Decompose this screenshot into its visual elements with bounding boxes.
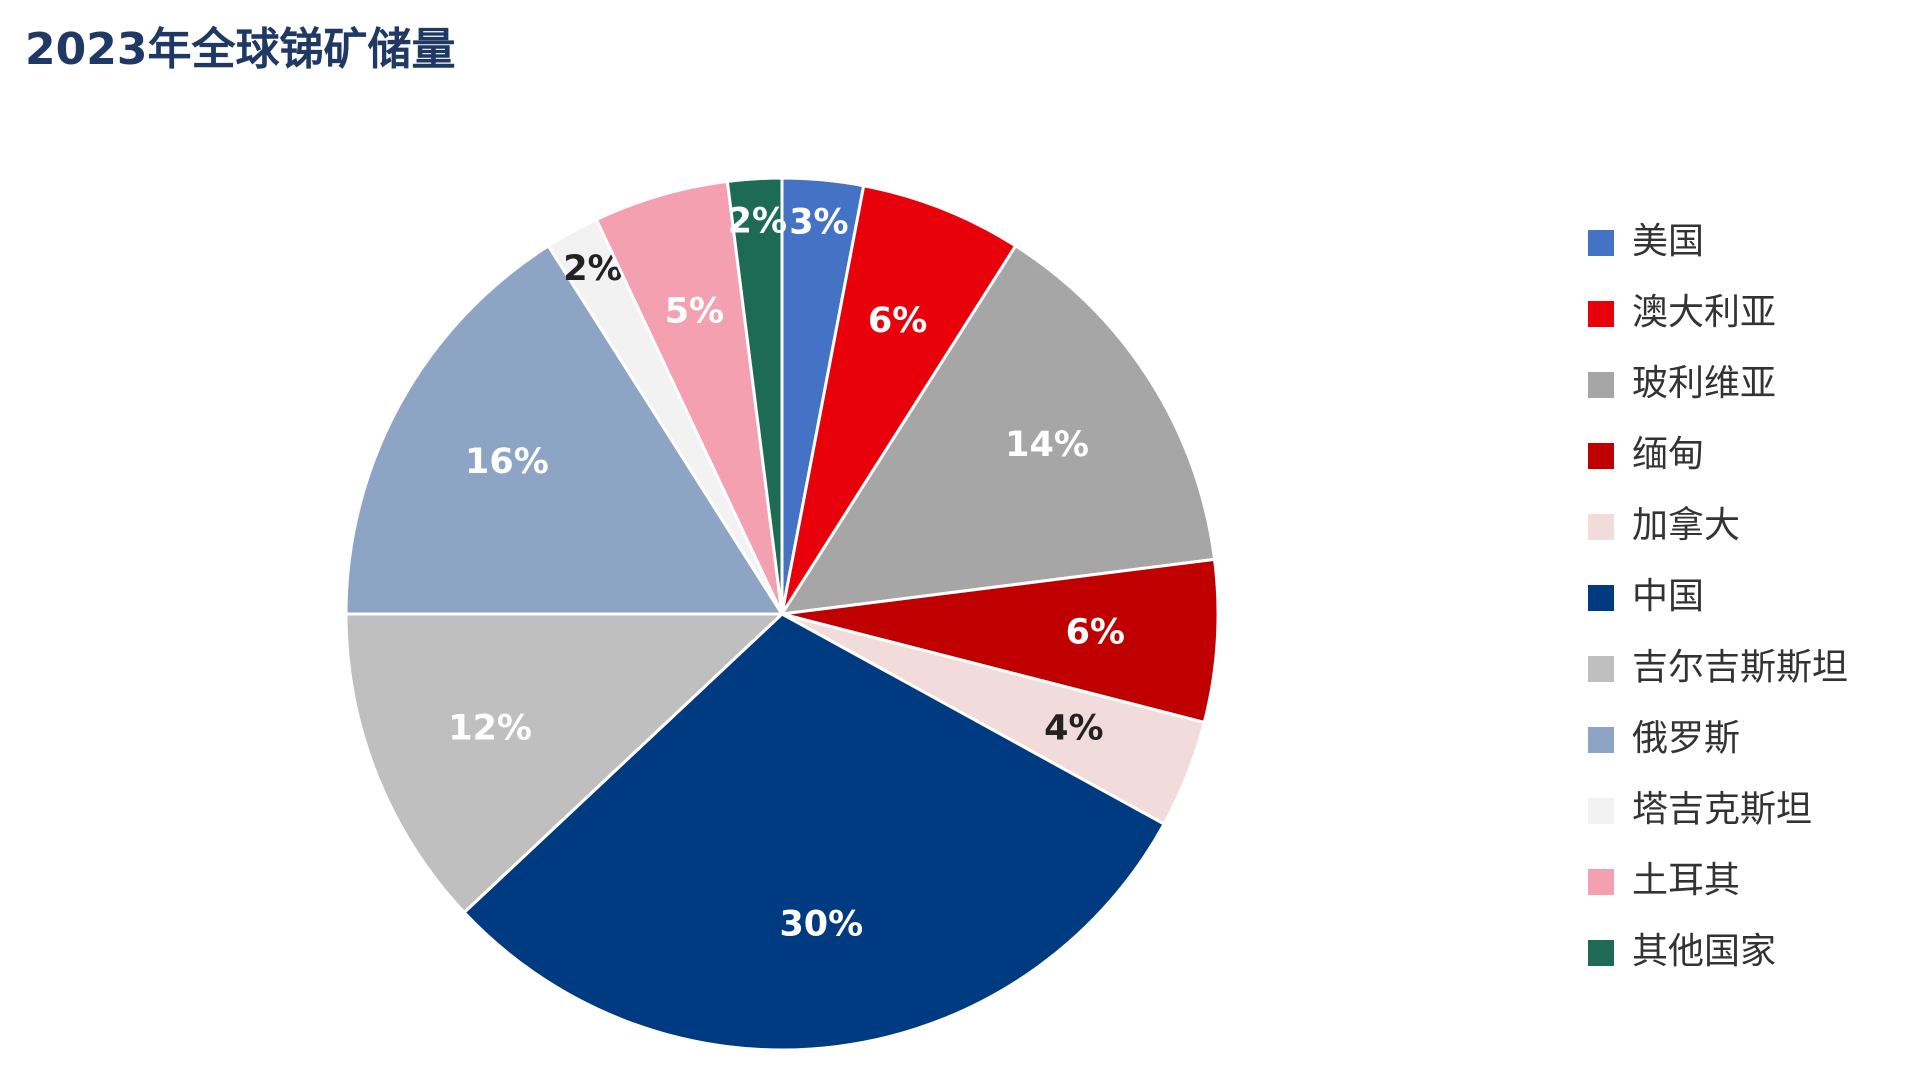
legend-label: 塔吉克斯坦	[1632, 789, 1812, 830]
data-label: 14%	[1005, 425, 1089, 465]
legend-swatch	[1588, 585, 1614, 611]
legend-swatch	[1588, 727, 1614, 753]
legend-swatch	[1588, 372, 1614, 398]
pie-slice	[780, 183, 1018, 615]
legend-label: 玻利维亚	[1632, 363, 1776, 404]
legend-swatch	[1588, 443, 1614, 469]
pie-slice	[779, 243, 1217, 616]
pie-slice	[344, 612, 786, 915]
data-label: 3%	[789, 202, 848, 242]
legend-label: 俄罗斯	[1632, 718, 1740, 759]
legend-label: 缅甸	[1632, 434, 1704, 475]
legend-label: 加拿大	[1632, 505, 1740, 546]
chart-title: 2023年全球锑矿储量	[25, 24, 455, 75]
pie-slice	[462, 612, 1167, 1052]
legend-label: 吉尔吉斯斯坦	[1632, 647, 1848, 688]
data-label: 12%	[448, 709, 532, 749]
pie-slice	[725, 176, 784, 615]
legend-swatch	[1588, 301, 1614, 327]
data-label: 30%	[779, 904, 863, 944]
data-label: 16%	[465, 442, 549, 482]
legend-swatch	[1588, 656, 1614, 682]
legend-swatch	[1588, 798, 1614, 824]
data-label: 2%	[728, 201, 787, 241]
legend-swatch	[1588, 869, 1614, 895]
legend-label: 土耳其	[1632, 860, 1740, 901]
legend-label: 其他国家	[1632, 931, 1776, 972]
data-label: 5%	[665, 292, 724, 332]
legend-swatch	[1588, 230, 1614, 256]
pie-slice	[344, 243, 785, 616]
legend-label: 美国	[1632, 221, 1704, 262]
legend-swatch	[1588, 514, 1614, 540]
legend-label: 澳大利亚	[1632, 292, 1776, 333]
data-label: 6%	[868, 301, 927, 341]
legend-swatch	[1588, 940, 1614, 966]
pie-slice	[781, 557, 1220, 725]
legend-label: 中国	[1632, 576, 1704, 617]
data-label: 6%	[1066, 613, 1125, 653]
data-label: 4%	[1044, 709, 1103, 749]
